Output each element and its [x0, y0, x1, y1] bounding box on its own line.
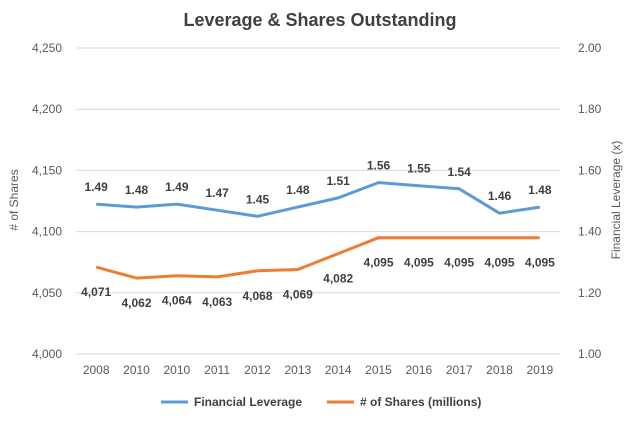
x-tick-label: 2015 [365, 363, 392, 377]
y-left-tick-label: 4,200 [32, 102, 62, 116]
x-tick-label: 2019 [526, 363, 553, 377]
data-label-financial-leverage: 1.49 [165, 180, 189, 194]
y-left-tick-label: 4,050 [32, 286, 62, 300]
gridlines [76, 47, 560, 355]
x-tick-label: 2011 [204, 363, 230, 377]
y-axis-left-title: # of Shares [7, 169, 21, 230]
data-label-financial-leverage: 1.48 [125, 183, 149, 197]
y-left-tick-label: 4,150 [32, 163, 62, 177]
data-label-shares: 4,095 [525, 256, 555, 270]
axis-ticks: 4,000 1.00 4,050 1.20 4,100 1.40 4,150 1.60 4,20… [32, 41, 602, 377]
data-label-shares: 4,068 [242, 289, 272, 303]
y-left-tick-label: 4,100 [32, 225, 62, 239]
data-label-financial-leverage: 1.48 [286, 183, 310, 197]
x-tick-label: 2013 [284, 363, 311, 377]
data-label-shares: 4,069 [283, 288, 313, 302]
data-label-shares: 4,064 [162, 294, 192, 308]
y-right-tick-label: 1.40 [578, 225, 602, 239]
chart-title: Leverage & Shares Outstanding [183, 10, 456, 30]
x-tick-label: 2014 [325, 363, 352, 377]
data-label-shares: 4,095 [363, 256, 393, 270]
y-right-tick-label: 1.20 [578, 286, 602, 300]
x-tick-label: 2008 [83, 363, 110, 377]
data-labels: 1.49 1.48 1.49 1.47 1.45 1.48 1.51 1.56 1.55 1.54… [81, 159, 555, 310]
series-line-financial-leverage [96, 181, 541, 218]
y-right-tick-label: 1.00 [578, 347, 602, 361]
data-label-shares: 4,095 [404, 256, 434, 270]
y-axis-right-title: Financial Leverage (x) [609, 141, 623, 260]
x-tick-label: 2018 [486, 363, 513, 377]
x-tick-label: 2012 [244, 363, 271, 377]
data-label-shares: 4,071 [81, 285, 111, 299]
legend-label-financial-leverage: Financial Leverage [194, 395, 302, 409]
data-label-financial-leverage: 1.51 [326, 174, 350, 188]
data-label-shares: 4,095 [444, 256, 474, 270]
data-label-financial-leverage: 1.56 [367, 159, 391, 173]
y-left-tick-label: 4,250 [32, 41, 62, 55]
data-label-shares: 4,095 [484, 256, 514, 270]
data-label-shares: 4,062 [121, 296, 151, 310]
x-tick-label: 2010 [163, 363, 190, 377]
legend: Financial Leverage # of Shares (millions… [161, 395, 481, 409]
data-label-financial-leverage: 1.49 [84, 180, 108, 194]
legend-label-shares: # of Shares (millions) [360, 395, 481, 409]
data-label-financial-leverage: 1.48 [528, 183, 552, 197]
data-label-financial-leverage: 1.55 [407, 162, 431, 176]
data-label-shares: 4,082 [323, 272, 353, 286]
data-label-financial-leverage: 1.46 [488, 189, 512, 203]
y-right-tick-label: 2.00 [578, 41, 602, 55]
y-left-tick-label: 4,000 [32, 347, 62, 361]
y-right-tick-label: 1.80 [578, 102, 602, 116]
series-lines [95, 181, 541, 280]
data-label-financial-leverage: 1.45 [246, 192, 270, 206]
x-tick-label: 2010 [123, 363, 150, 377]
data-label-shares: 4,063 [202, 295, 232, 309]
y-right-tick-label: 1.60 [578, 163, 602, 177]
data-label-financial-leverage: 1.47 [205, 186, 229, 200]
series-line-shares [95, 236, 540, 280]
data-label-financial-leverage: 1.54 [447, 165, 471, 179]
x-tick-label: 2017 [446, 363, 473, 377]
x-tick-label: 2016 [405, 363, 432, 377]
